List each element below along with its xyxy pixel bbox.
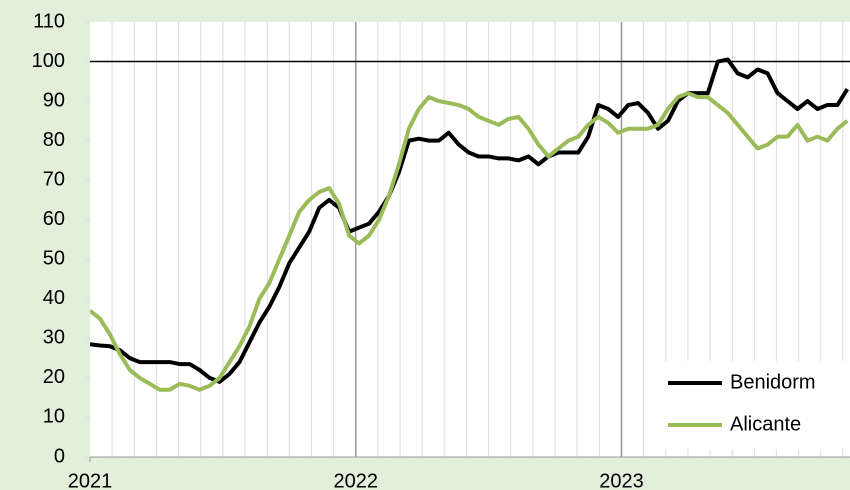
series-line [90, 91, 849, 392]
series-lines [90, 57, 850, 392]
y-tick-label: 30 [43, 327, 65, 349]
y-tick-label: 100 [32, 50, 65, 72]
y-tick-label: 60 [43, 208, 65, 230]
y-tick-label: 90 [43, 89, 65, 111]
y-tick-label: 0 [54, 445, 65, 467]
legend-box [662, 361, 850, 449]
y-tick-label: 40 [43, 287, 65, 309]
x-tick-label: 2022 [333, 470, 378, 490]
y-tick-label: 20 [43, 366, 65, 388]
y-tick-label: 110 [33, 10, 65, 32]
y-tick-label: 80 [43, 129, 65, 151]
labels: 2021 2022 2023 0 10 20 30 40 50 60 70 80 90 100 110 Ben… [32, 10, 850, 490]
x-tick-label: 2021 [68, 470, 113, 490]
grid [86, 21, 850, 462]
y-tick-label: 10 [43, 406, 65, 428]
legend-label: Benidorm [730, 371, 816, 393]
legend-label: Alicante [730, 413, 801, 435]
y-tick-label: 70 [43, 168, 65, 190]
y-tick-label: 50 [43, 248, 65, 270]
x-tick-label: 2023 [599, 470, 644, 490]
